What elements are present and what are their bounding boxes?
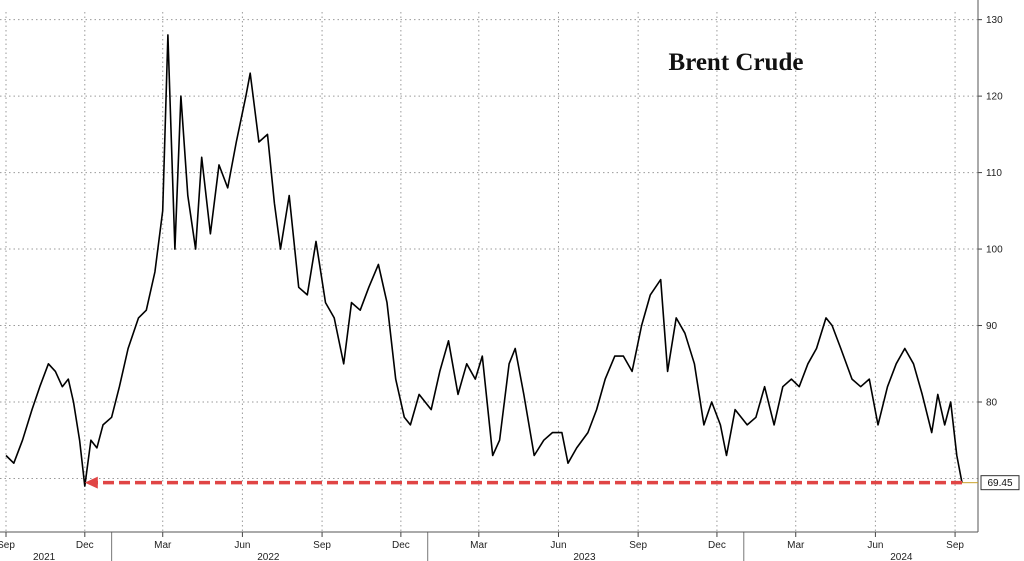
- year-label-2023: 2023: [573, 552, 596, 561]
- ytick-label-120: 120: [986, 92, 1003, 103]
- year-label-2024: 2024: [890, 552, 913, 561]
- chart-title: Brent Crude: [669, 49, 804, 76]
- ytick-label-110: 110: [986, 168, 1002, 179]
- ytick-label-100: 100: [986, 245, 1003, 256]
- xtick-label-2: Mar: [154, 540, 172, 551]
- axes: [0, 0, 982, 561]
- last-value-box: [980, 475, 1020, 491]
- ytick-label-130: 130: [986, 15, 1003, 26]
- tick-labels: 80 90 100 110 120 130 Sep Dec Mar Jun Sep Dec Mar Jun…: [0, 15, 1003, 561]
- xtick-label-0: Sep: [0, 540, 15, 551]
- ytick-label-90: 90: [986, 321, 998, 332]
- ytick-label-80: 80: [986, 398, 998, 409]
- year-label-2021: 2021: [33, 552, 56, 561]
- gridlines: [0, 12, 978, 532]
- xtick-label-7: Jun: [550, 540, 566, 551]
- xtick-label-3: Jun: [234, 540, 250, 551]
- xtick-label-5: Dec: [392, 540, 410, 551]
- xtick-label-10: Mar: [787, 540, 805, 551]
- xtick-label-8: Sep: [629, 540, 647, 551]
- last-value-label: 69.45: [987, 478, 1012, 489]
- xtick-label-6: Mar: [470, 540, 488, 551]
- series-line-brent: [5, 34, 963, 487]
- xtick-label-12: Sep: [946, 540, 964, 551]
- arrow-head: [84, 476, 98, 489]
- xtick-label-1: Dec: [76, 540, 94, 551]
- xtick-label-9: Dec: [708, 540, 726, 551]
- xtick-label-11: Jun: [867, 540, 883, 551]
- year-label-2022: 2022: [257, 552, 280, 561]
- xtick-label-4: Sep: [313, 540, 331, 551]
- last-value-marker: 69.45: [962, 475, 1020, 491]
- support-arrow: [84, 476, 962, 489]
